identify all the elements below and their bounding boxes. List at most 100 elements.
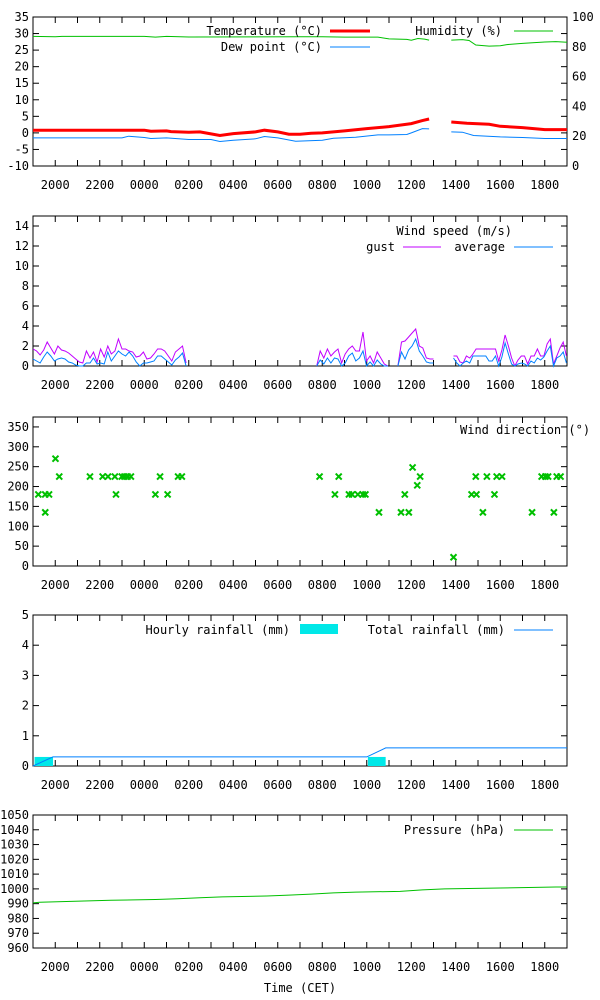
x-tick-label: 1000 [352, 378, 381, 392]
x-tick-label: 1400 [441, 378, 470, 392]
humidity-line [32, 35, 568, 47]
y2-tick-label: 20 [572, 129, 586, 143]
direction-point [397, 508, 405, 517]
temperature-humidity-panel: -10 -5 0 5 10 15 20 25 30 35 2000 2200 0000 0200 0400 0… [7, 10, 593, 192]
average-line [397, 337, 434, 367]
x-tick-label: 0000 [130, 178, 159, 192]
legend-wind-direction-panel: Wind direction (°) [460, 423, 590, 437]
average-line [453, 341, 567, 368]
x-tick-label: 0400 [219, 178, 248, 192]
legend-humidity: Humidity (%) [415, 24, 502, 38]
direction-point [375, 508, 383, 517]
gust-line [397, 327, 434, 367]
direction-point [550, 508, 558, 517]
direction-point [156, 472, 164, 481]
y-tick-label: 14 [15, 219, 29, 233]
direction-point [51, 455, 60, 463]
hourly-rainfall-bar [367, 756, 386, 766]
direction-point [413, 481, 421, 490]
legend-hourly-rainfall: Hourly rainfall (mm) [146, 623, 291, 637]
direction-point [498, 472, 506, 481]
x-tick-label: 1400 [441, 578, 470, 592]
x-tick-label: 1000 [352, 778, 381, 792]
y2-tick-label: 100 [572, 10, 594, 24]
x-tick-label: 1000 [352, 960, 381, 974]
x-tick-label: 1200 [397, 178, 426, 192]
wind-direction-title: Wind direction (°) [460, 423, 590, 437]
x-tick-label: 2000 [41, 778, 70, 792]
y-tick-label: 15 [15, 76, 29, 90]
x-tick-label: 1000 [352, 178, 381, 192]
x-tick-label: 0800 [308, 778, 337, 792]
direction-point [544, 472, 552, 481]
average-line [32, 350, 187, 367]
y2-tick-label: 80 [572, 40, 586, 54]
x-tick-label: 1000 [352, 578, 381, 592]
direction-point [408, 463, 417, 472]
x-tick-label: 0800 [308, 960, 337, 974]
direction-point [528, 508, 536, 517]
x-tick-label: 0000 [130, 778, 159, 792]
direction-point [86, 472, 94, 481]
x-tick-label: 1600 [486, 778, 515, 792]
y-tick-label: 960 [7, 941, 29, 955]
x-tick-label: 0200 [174, 960, 203, 974]
x-tick-label: 0800 [308, 178, 337, 192]
y-tick-label: 1010 [0, 867, 29, 881]
direction-point [34, 490, 43, 499]
x-tick-label: 0000 [130, 578, 159, 592]
y-tick-label: 35 [15, 10, 29, 24]
y-tick-label: 50 [15, 539, 29, 553]
x-tick-label: 1600 [486, 378, 515, 392]
legend-total-rainfall: Total rainfall (mm) [368, 623, 505, 637]
x-tick-label: 1800 [530, 178, 559, 192]
x-tick-label: 0200 [174, 578, 203, 592]
y2-tick-label: 0 [572, 159, 579, 173]
x-tick-label: 1800 [530, 778, 559, 792]
direction-point [41, 508, 49, 517]
y-tick-label: 0 [22, 559, 29, 573]
y-tick-label: 10 [15, 259, 29, 273]
x-tick-label: 2200 [85, 178, 114, 192]
y-tick-label: 4 [22, 319, 29, 333]
y-tick-label: 150 [7, 499, 29, 513]
x-tick-label: 2000 [41, 378, 70, 392]
x-tick-label: 2200 [85, 960, 114, 974]
x-tick-label: 2000 [41, 178, 70, 192]
y-tick-label: 3 [22, 668, 29, 682]
y-tick-label: 4 [22, 638, 29, 652]
x-tick-label: 0200 [174, 778, 203, 792]
direction-point [127, 472, 135, 481]
gust-line [32, 337, 187, 364]
y-tick-label: 200 [7, 480, 29, 494]
y-tick-label: 1020 [0, 852, 29, 866]
direction-point [331, 490, 339, 499]
direction-point [416, 472, 424, 481]
x-tick-label: 0600 [263, 178, 292, 192]
y-tick-label: 1 [22, 729, 29, 743]
legend-gust: gust [366, 240, 395, 254]
direction-point [405, 508, 413, 517]
wind-direction-panel: 0 50 100 150 200 250 300 350 2000 2200 0000 0200 040… [7, 416, 568, 592]
x-tick-label: 2000 [41, 960, 70, 974]
y-tick-label: 1030 [0, 838, 29, 852]
y2-tick-label: 40 [572, 99, 586, 113]
y-tick-label: 250 [7, 460, 29, 474]
x-tick-label: 0800 [308, 378, 337, 392]
gust-line [316, 331, 389, 367]
x-tick-label: 0600 [263, 778, 292, 792]
x-tick-label: 0400 [219, 778, 248, 792]
direction-point [483, 472, 491, 481]
x-tick-label: 1400 [441, 778, 470, 792]
direction-point [45, 490, 53, 499]
y-tick-label: 0 [22, 759, 29, 773]
legend-pressure-panel: Pressure (hPa) [404, 823, 553, 837]
y-tick-label: 1000 [0, 882, 29, 896]
y-tick-label: 300 [7, 440, 29, 454]
x-tick-label: 0600 [263, 578, 292, 592]
legend-average: average [454, 240, 505, 254]
plot-border [32, 215, 568, 367]
plot-border [32, 614, 568, 767]
x-axis-label: Time (CET) [264, 981, 336, 995]
